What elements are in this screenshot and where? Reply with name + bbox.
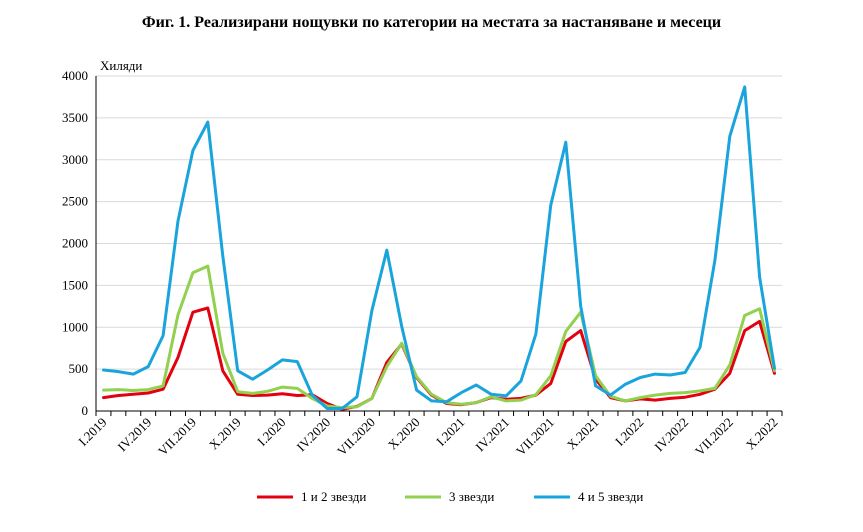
x-tick-label: VII.2020	[334, 415, 378, 459]
x-tick-label: I.2020	[254, 415, 288, 449]
y-tick-label: 1500	[62, 277, 88, 292]
x-tick-label: IV.2021	[472, 415, 512, 455]
x-tick-label: I.2021	[433, 415, 467, 449]
x-tick-label: IV.2019	[115, 415, 155, 455]
x-tick-label: X.2021	[564, 415, 602, 453]
x-tick-label: X.2022	[743, 415, 781, 453]
y-tick-label: 2000	[62, 236, 88, 251]
x-tick-label: X.2019	[206, 415, 244, 453]
y-tick-label: 2500	[62, 194, 88, 209]
y-axis-label: Хиляди	[100, 58, 142, 73]
x-tick-labels: I.2019 IV.2019 VII.2019 X.2019 I.2020 IV.2020…	[75, 415, 780, 459]
series-line	[102, 264, 776, 410]
y-tick-label: 4000	[62, 68, 88, 83]
y-tick-label: 3500	[62, 110, 88, 125]
x-tick-label: IV.2020	[293, 415, 333, 455]
y-tick-label: 1000	[62, 319, 88, 334]
y-tick-label: 0	[82, 403, 89, 418]
legend-label: 4 и 5 звезди	[578, 489, 643, 504]
x-tick-label: IV.2022	[651, 415, 691, 455]
x-tick-label: X.2020	[385, 415, 423, 453]
series-lines	[102, 85, 776, 411]
series-line	[102, 85, 776, 410]
y-tick-labels: 0 500 1000 1500 2000 2500 3000 3500 4000	[62, 68, 88, 418]
y-tick-label: 3000	[62, 152, 88, 167]
chart-title: Фиг. 1. Реализирани нощувки по категории…	[141, 14, 722, 31]
legend: 1 и 2 звезди 3 звезди 4 и 5 звезди	[257, 489, 643, 504]
y-tick-label: 500	[69, 361, 89, 376]
gridlines	[96, 75, 782, 370]
x-tick-label: VII.2021	[513, 415, 557, 459]
axes	[95, 76, 783, 416]
legend-label: 1 и 2 звезди	[301, 489, 366, 504]
x-tick-label: I.2019	[75, 415, 109, 449]
x-tick-label: I.2022	[612, 415, 646, 449]
x-tick-label: VII.2019	[155, 415, 199, 459]
legend-label: 3 звезди	[449, 489, 494, 504]
x-tick-label: VII.2022	[692, 415, 736, 459]
